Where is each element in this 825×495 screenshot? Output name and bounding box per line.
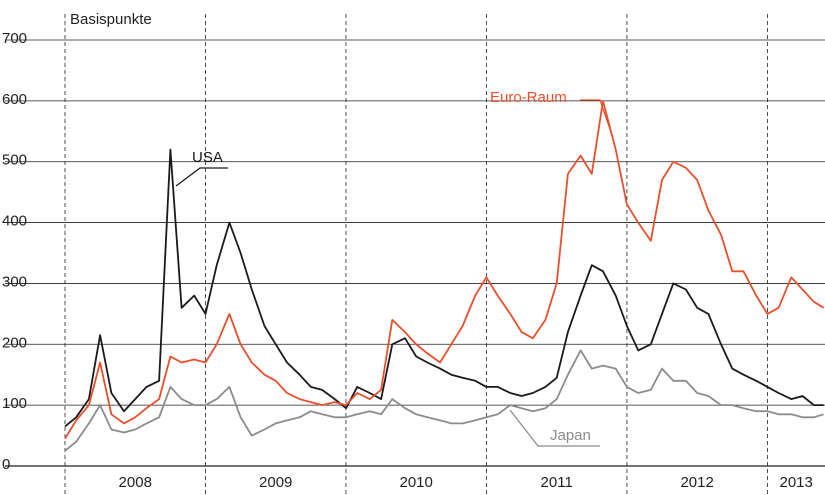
annotation-leader — [580, 99, 613, 136]
x-tick-label: 2013 — [780, 474, 813, 491]
y-tick-label: 400 — [2, 213, 27, 230]
y-tick-label: 0 — [2, 456, 10, 473]
series-label: USA — [192, 149, 223, 166]
x-tick-label: 2012 — [680, 474, 713, 491]
line — [64, 349, 824, 452]
x-tick-label: 2008 — [119, 474, 152, 491]
line — [64, 148, 824, 428]
line — [64, 100, 825, 440]
x-tick-label: 2010 — [400, 474, 433, 491]
y-tick-label: 500 — [2, 152, 27, 169]
x-tick-label: 2009 — [259, 474, 292, 491]
y-tick-label: 600 — [2, 91, 27, 108]
y-tick-label: 700 — [2, 30, 27, 47]
y-tick-label: 100 — [2, 395, 27, 412]
annotation-leader — [509, 409, 600, 447]
series-label: Euro-Raum — [490, 89, 567, 106]
x-tick-label: 2011 — [541, 474, 573, 491]
y-axis-label: Basispunkte — [70, 11, 152, 28]
annotation-leader — [175, 167, 228, 187]
y-tick-label: 300 — [2, 273, 27, 290]
y-tick-label: 200 — [2, 334, 27, 351]
series-label: Japan — [550, 427, 591, 444]
